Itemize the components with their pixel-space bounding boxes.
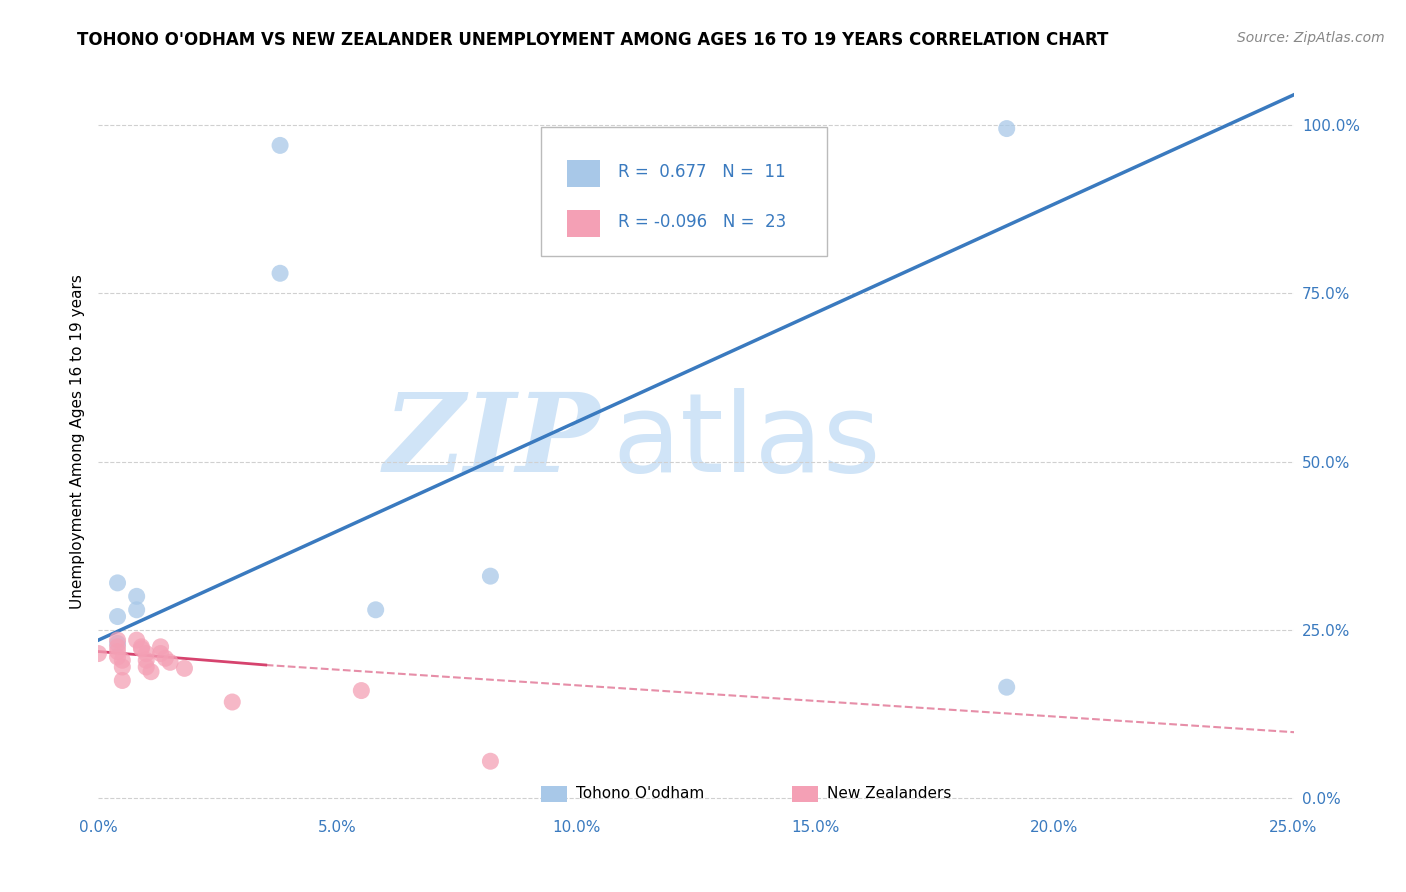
Point	[159, 655, 181, 669]
Point	[479, 569, 502, 583]
Point	[135, 660, 157, 674]
Point	[107, 649, 129, 664]
Point	[269, 266, 291, 280]
Point	[479, 754, 502, 768]
Point	[995, 680, 1018, 694]
Point	[149, 647, 172, 661]
Point	[149, 640, 172, 654]
Point	[221, 695, 243, 709]
Point	[364, 603, 387, 617]
Bar	[541, 786, 567, 802]
Point	[135, 647, 157, 661]
Point	[107, 633, 129, 648]
Y-axis label: Unemployment Among Ages 16 to 19 years: Unemployment Among Ages 16 to 19 years	[69, 274, 84, 609]
Point	[111, 653, 134, 667]
Bar	[567, 211, 600, 237]
Text: R =  0.677   N =  11: R = 0.677 N = 11	[619, 163, 786, 181]
Point	[131, 640, 153, 654]
Point	[173, 661, 195, 675]
Text: ZIP: ZIP	[384, 388, 600, 495]
Point	[350, 683, 373, 698]
Bar	[792, 786, 818, 802]
Point	[125, 633, 148, 648]
FancyBboxPatch shape	[541, 127, 827, 257]
Point	[107, 609, 129, 624]
Point	[125, 590, 148, 604]
Text: R = -0.096   N =  23: R = -0.096 N = 23	[619, 213, 786, 231]
Point	[107, 636, 129, 650]
Point	[155, 651, 177, 665]
Text: New Zealanders: New Zealanders	[827, 787, 952, 801]
Bar	[567, 160, 600, 186]
Point	[125, 603, 148, 617]
Point	[139, 665, 162, 679]
Text: TOHONO O'ODHAM VS NEW ZEALANDER UNEMPLOYMENT AMONG AGES 16 TO 19 YEARS CORRELATI: TOHONO O'ODHAM VS NEW ZEALANDER UNEMPLOY…	[77, 31, 1109, 49]
Point	[107, 575, 129, 590]
Point	[111, 660, 134, 674]
Point	[995, 121, 1018, 136]
Text: atlas: atlas	[613, 388, 880, 495]
Text: Source: ZipAtlas.com: Source: ZipAtlas.com	[1237, 31, 1385, 45]
Point	[87, 647, 110, 661]
Point	[135, 653, 157, 667]
Point	[107, 640, 129, 654]
Point	[111, 673, 134, 688]
Text: Tohono O'odham: Tohono O'odham	[576, 787, 704, 801]
Point	[107, 644, 129, 658]
Point	[269, 138, 291, 153]
Point	[131, 641, 153, 656]
